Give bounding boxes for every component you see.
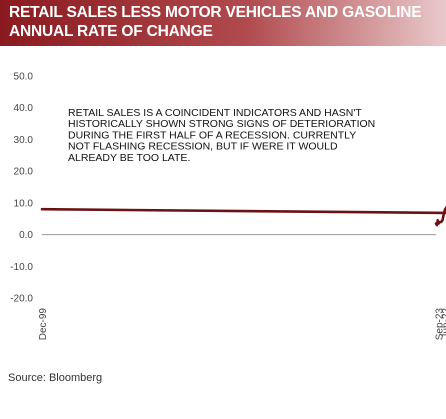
source-note: Source: Bloomberg	[8, 372, 103, 384]
chart-annotation: RETAIL SALES IS A COINCIDENT INDICATORS …	[68, 107, 375, 164]
x-tick-label: Dec-99	[38, 308, 49, 341]
y-tick-label: 20.0	[14, 167, 34, 178]
chart-title-line-1: RETAIL SALES LESS MOTOR VEHICLES AND GAS…	[9, 4, 422, 21]
line-chart: 50.0 40.0 30.0 20.0 10.0 0.0 -10.0 -20.0 Dec-99…	[10, 72, 446, 341]
y-tick-label: 10.0	[14, 198, 34, 209]
y-tick-label: 30.0	[14, 135, 34, 146]
y-tick-label: 40.0	[14, 103, 34, 114]
x-tick-label: Jun-22	[441, 308, 446, 339]
x-tick-label: Sep-23	[435, 308, 446, 341]
y-tick-label: -20.0	[10, 294, 33, 305]
annotation-line: HISTORICALLY SHOWN STRONG SIGNS OF DETER…	[68, 118, 375, 130]
y-tick-label: -10.0	[10, 262, 33, 273]
chart-header: RETAIL SALES LESS MOTOR VEHICLES AND GAS…	[0, 0, 446, 46]
y-tick-label: 50.0	[14, 72, 34, 83]
annotation-line: ALREADY BE TOO LATE.	[68, 152, 190, 164]
x-axis: Dec-99Mar-01Jun-02Sep-03Dec-04Mar-06Jun-…	[38, 308, 446, 341]
y-tick-label: 0.0	[19, 230, 33, 241]
annotation-line: RETAIL SALES IS A COINCIDENT INDICATORS …	[68, 107, 362, 119]
annotation-line: NOT FLASHING RECESSION, BUT IF WERE IT W…	[68, 141, 338, 153]
annotation-line: DURING THE FIRST HALF OF A RECESSION. CU…	[68, 129, 356, 141]
y-axis: 50.0 40.0 30.0 20.0 10.0 0.0 -10.0 -20.0	[10, 72, 33, 305]
chart-title-line-2: ANNUAL RATE OF CHANGE	[9, 23, 213, 40]
